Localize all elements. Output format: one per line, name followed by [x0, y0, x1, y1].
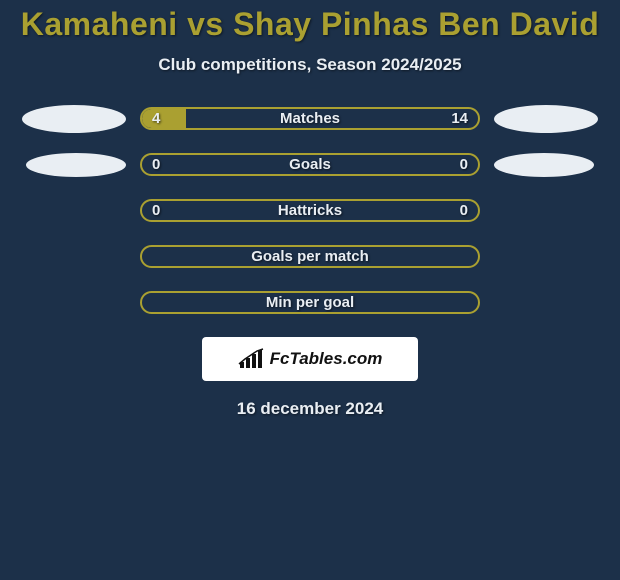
stat-bar: Hattricks0 0	[140, 199, 480, 222]
stat-value-left: 4	[142, 109, 170, 128]
stat-label: Goals per match	[142, 247, 478, 266]
stat-row: Hattricks0 0	[0, 199, 620, 222]
stat-row: Goals per match	[0, 245, 620, 268]
subtitle: Club competitions, Season 2024/2025	[0, 55, 620, 75]
stat-row: Matches4 14	[0, 107, 620, 130]
player-right-marker	[494, 105, 598, 133]
stat-bar: Min per goal	[140, 291, 480, 314]
date-label: 16 december 2024	[0, 399, 620, 419]
stat-row: Goals0 0	[0, 153, 620, 176]
stat-label: Hattricks	[142, 201, 478, 220]
logo-text: FcTables.com	[270, 349, 383, 369]
player-left-marker	[22, 105, 126, 133]
stat-rows: Matches414Goals00Hattricks00Goals per ma…	[0, 107, 620, 314]
stat-row: Min per goal	[0, 291, 620, 314]
bar-chart-icon	[238, 348, 264, 370]
stat-label: Goals	[142, 155, 478, 174]
stat-value-right: 0	[450, 155, 478, 174]
player-right-marker	[494, 153, 594, 177]
player-left-marker	[26, 153, 126, 177]
stat-value-left: 0	[142, 201, 170, 220]
page-title: Kamaheni vs Shay Pinhas Ben David	[0, 0, 620, 43]
stat-value-left: 0	[142, 155, 170, 174]
stat-label: Min per goal	[142, 293, 478, 312]
stat-label: Matches	[142, 109, 478, 128]
stat-bar: Goals0 0	[140, 153, 480, 176]
stat-bar: Matches4 14	[140, 107, 480, 130]
stat-value-right: 0	[450, 201, 478, 220]
comparison-infographic: Kamaheni vs Shay Pinhas Ben David Club c…	[0, 0, 620, 580]
logo-badge: FcTables.com	[202, 337, 418, 381]
stat-bar: Goals per match	[140, 245, 480, 268]
stat-value-right: 14	[441, 109, 478, 128]
